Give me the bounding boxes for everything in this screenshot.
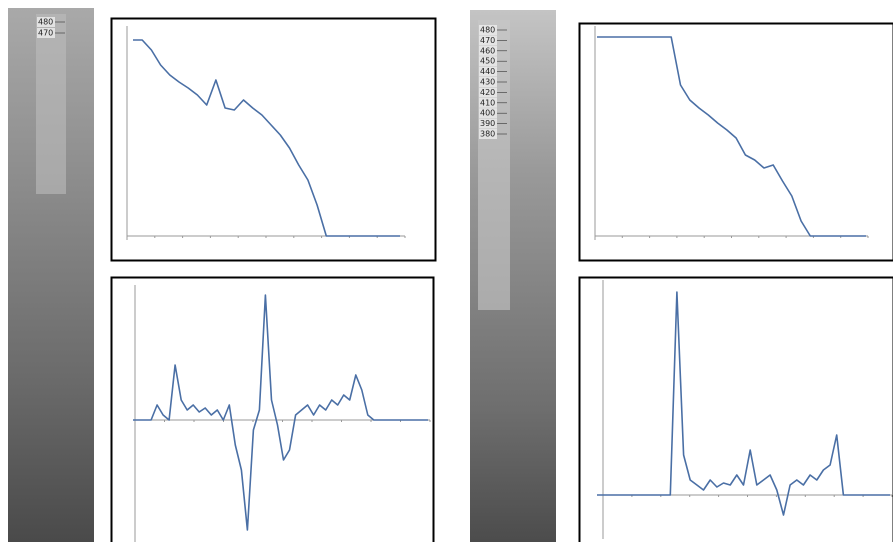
label-bg <box>479 66 497 77</box>
scale-label: 380 <box>480 130 495 139</box>
scale-label: 450 <box>480 57 495 66</box>
scale-label: 480 <box>480 26 495 35</box>
scale-label: 400 <box>480 109 495 118</box>
plot-frame <box>110 276 435 542</box>
scale <box>36 14 66 194</box>
label-bg <box>479 35 497 46</box>
scale-label: 420 <box>480 88 495 97</box>
scale-label: 390 <box>480 119 495 128</box>
label-bg <box>479 45 497 56</box>
label-bg <box>479 97 497 108</box>
label-bg <box>37 17 55 27</box>
scale-label: 470 <box>480 36 495 45</box>
label-bg <box>479 87 497 98</box>
scale-label: 480 <box>38 18 53 27</box>
label-bg <box>37 28 55 38</box>
label-bg <box>479 77 497 87</box>
data-line <box>597 36 866 237</box>
plot-frame <box>578 276 893 542</box>
scale-label: 430 <box>480 78 495 87</box>
data-line <box>597 291 890 516</box>
scale-label: 410 <box>480 98 495 107</box>
label-bg <box>479 108 497 119</box>
data-line <box>133 294 428 531</box>
plot-frame <box>578 22 893 262</box>
label-bg <box>479 25 497 35</box>
data-line <box>133 39 400 237</box>
scale-label: 440 <box>480 67 495 76</box>
label-bg <box>479 118 497 129</box>
scale-label: 470 <box>38 29 53 38</box>
plot-frame <box>110 17 437 262</box>
label-bg <box>479 129 497 139</box>
label-bg <box>479 56 497 67</box>
scale-label: 460 <box>480 46 495 55</box>
